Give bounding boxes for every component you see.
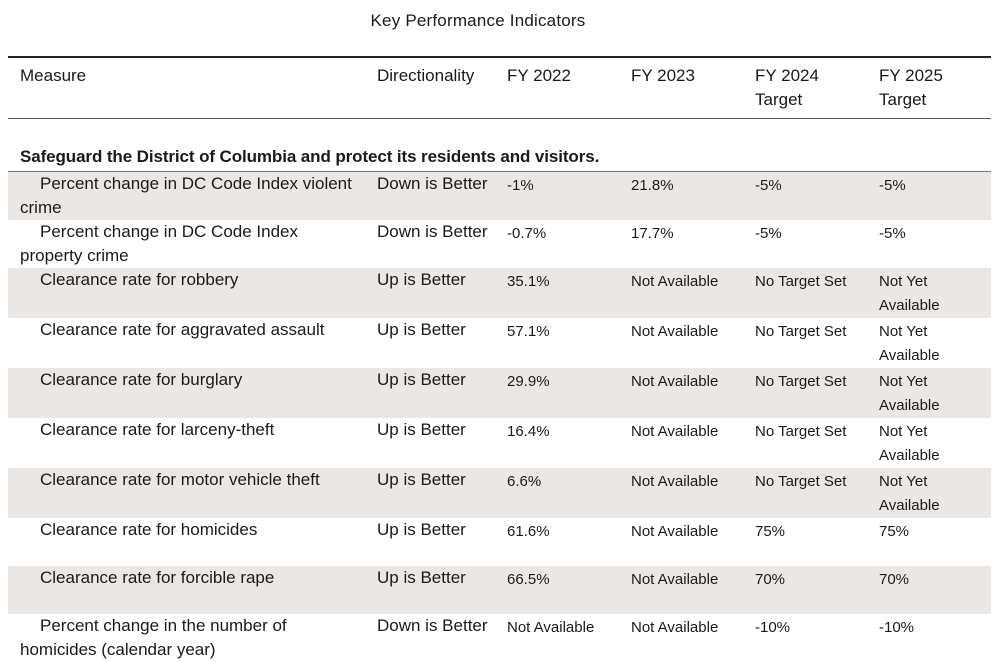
fy2022-cell: 66.5% (495, 566, 619, 614)
fy2023-cell: 17.7% (619, 220, 743, 268)
section-row: Safeguard the District of Columbia and p… (8, 119, 991, 172)
section-heading: Safeguard the District of Columbia and p… (8, 119, 991, 172)
fy2025-target-cell: Not Yet Available (867, 268, 991, 318)
fy2024-target-cell: 70% (743, 566, 867, 614)
fy2024-target-cell: -10% (743, 614, 867, 662)
table-body: Safeguard the District of Columbia and p… (8, 119, 991, 662)
header-fy2022: FY 2022 (495, 57, 619, 119)
fy2023-cell: Not Available (619, 368, 743, 418)
measure-cell: Percent change in the number of homicide… (8, 614, 371, 662)
directionality-cell: Up is Better (371, 368, 495, 418)
measure-cell: Clearance rate for burglary (8, 368, 371, 418)
measure-cell: Clearance rate for larceny-theft (8, 418, 371, 468)
header-fy2025-line1: FY 2025 (879, 66, 943, 85)
fy2025-target-cell: Not Yet Available (867, 418, 991, 468)
fy2024-target-cell: -5% (743, 220, 867, 268)
fy2023-cell: 21.8% (619, 172, 743, 221)
fy2022-cell: Not Available (495, 614, 619, 662)
fy2022-cell: 35.1% (495, 268, 619, 318)
directionality-cell: Up is Better (371, 468, 495, 518)
measure-cell: Clearance rate for aggravated assault (8, 318, 371, 368)
fy2023-cell: Not Available (619, 468, 743, 518)
fy2025-target-cell: Not Yet Available (867, 318, 991, 368)
header-fy2024-line2: Target (755, 90, 802, 109)
directionality-cell: Up is Better (371, 518, 495, 566)
fy2024-target-cell: No Target Set (743, 318, 867, 368)
fy2024-target-cell: No Target Set (743, 468, 867, 518)
directionality-cell: Down is Better (371, 172, 495, 221)
measure-cell: Clearance rate for homicides (8, 518, 371, 566)
header-fy2024: FY 2024 Target (743, 57, 867, 119)
fy2023-cell: Not Available (619, 614, 743, 662)
directionality-cell: Up is Better (371, 566, 495, 614)
fy2024-target-cell: 75% (743, 518, 867, 566)
directionality-cell: Up is Better (371, 318, 495, 368)
fy2025-target-cell: -5% (867, 172, 991, 221)
kpi-table: Measure Directionality FY 2022 FY 2023 F… (8, 56, 991, 662)
directionality-cell: Down is Better (371, 614, 495, 662)
fy2025-target-cell: Not Yet Available (867, 468, 991, 518)
fy2022-cell: 29.9% (495, 368, 619, 418)
measure-cell: Clearance rate for robbery (8, 268, 371, 318)
fy2023-cell: Not Available (619, 518, 743, 566)
measure-cell: Percent change in DC Code Index property… (8, 220, 371, 268)
directionality-cell: Down is Better (371, 220, 495, 268)
fy2022-cell: 61.6% (495, 518, 619, 566)
fy2024-target-cell: -5% (743, 172, 867, 221)
fy2025-target-cell: Not Yet Available (867, 368, 991, 418)
header-measure: Measure (8, 57, 371, 119)
fy2025-target-cell: 75% (867, 518, 991, 566)
header-fy2025-line2: Target (879, 90, 926, 109)
fy2023-cell: Not Available (619, 268, 743, 318)
fy2025-target-cell: 70% (867, 566, 991, 614)
header-directionality: Directionality (371, 57, 495, 119)
fy2024-target-cell: No Target Set (743, 268, 867, 318)
fy2022-cell: 16.4% (495, 418, 619, 468)
fy2022-cell: 6.6% (495, 468, 619, 518)
page-title: Key Performance Indicators (0, 11, 956, 31)
fy2025-target-cell: -10% (867, 614, 991, 662)
fy2023-cell: Not Available (619, 318, 743, 368)
header-row: Measure Directionality FY 2022 FY 2023 F… (8, 57, 991, 119)
measure-cell: Clearance rate for motor vehicle theft (8, 468, 371, 518)
directionality-cell: Up is Better (371, 268, 495, 318)
header-fy2024-line1: FY 2024 (755, 66, 819, 85)
table-header: Measure Directionality FY 2022 FY 2023 F… (8, 57, 991, 119)
table-row: Percent change in DC Code Index property… (8, 220, 991, 268)
fy2025-target-cell: -5% (867, 220, 991, 268)
measure-cell: Clearance rate for forcible rape (8, 566, 371, 614)
measure-cell: Percent change in DC Code Index violent … (8, 172, 371, 221)
header-fy2023: FY 2023 (619, 57, 743, 119)
header-fy2025: FY 2025 Target (867, 57, 991, 119)
fy2022-cell: 57.1% (495, 318, 619, 368)
fy2022-cell: -1% (495, 172, 619, 221)
fy2023-cell: Not Available (619, 566, 743, 614)
directionality-cell: Up is Better (371, 418, 495, 468)
table-row: Percent change in the number of homicide… (8, 614, 991, 662)
fy2022-cell: -0.7% (495, 220, 619, 268)
fy2024-target-cell: No Target Set (743, 418, 867, 468)
fy2024-target-cell: No Target Set (743, 368, 867, 418)
fy2023-cell: Not Available (619, 418, 743, 468)
table-row: Percent change in DC Code Index violent … (8, 172, 991, 221)
